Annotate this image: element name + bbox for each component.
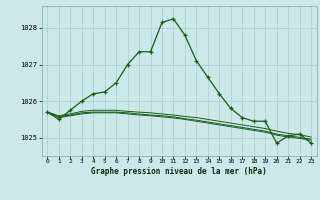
X-axis label: Graphe pression niveau de la mer (hPa): Graphe pression niveau de la mer (hPa) [91,167,267,176]
